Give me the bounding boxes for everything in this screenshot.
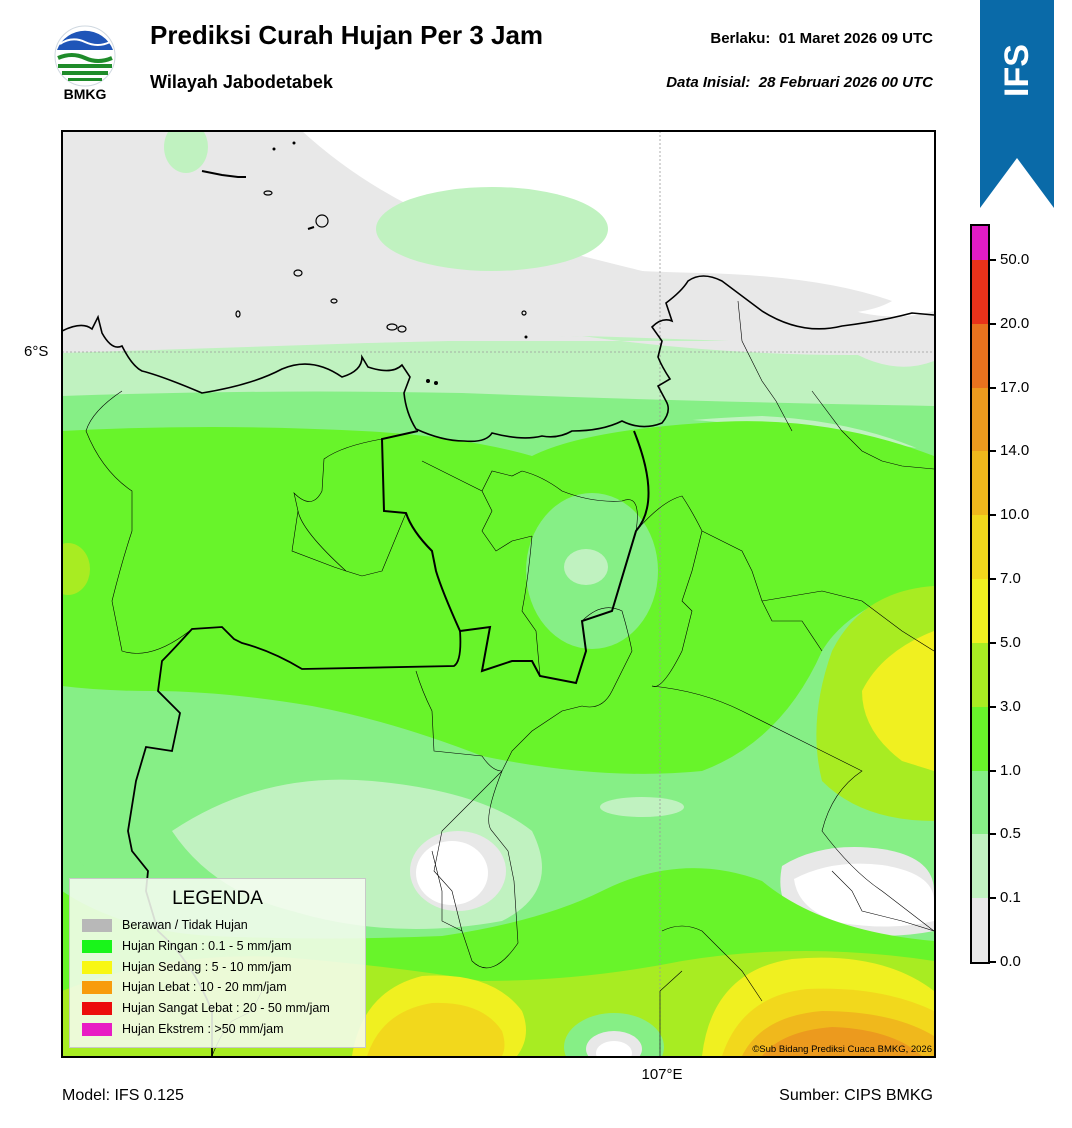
- light-rain-main: [62, 421, 934, 774]
- colorbar-tick: [990, 961, 996, 963]
- colorbar-tick-label: 0.1: [1000, 889, 1021, 907]
- colorbar-tick-label: 14.0: [1000, 442, 1030, 460]
- legend-swatch: [82, 918, 112, 932]
- colorbar-tick: [990, 833, 996, 836]
- colorbar-tick-label: 17.0: [1000, 378, 1030, 396]
- copyright-text: ©Sub Bidang Prediksi Cuaca BMKG, 2026: [752, 1044, 932, 1055]
- colorbar-tick: [990, 705, 996, 708]
- logo-text: BMKG: [63, 86, 107, 102]
- colorbar-tick-label: 20.0: [1000, 314, 1030, 332]
- valid-time-value: 01 Maret 2026 09 UTC: [778, 30, 933, 47]
- colorbar-segment: [972, 578, 988, 643]
- legend-label: Hujan Ekstrem : >50 mm/jam: [122, 1022, 284, 1036]
- legend-label: Hujan Ringan : 0.1 - 5 mm/jam: [122, 939, 292, 953]
- valid-time: Berlaku: 01 Maret 2026 09 UTC: [560, 30, 933, 47]
- colorbar-tick: [990, 322, 996, 325]
- model-label: Model: IFS 0.125: [62, 1087, 184, 1104]
- colorbar-segment: [972, 323, 988, 388]
- colorbar-segment: [972, 387, 988, 452]
- latitude-label: 6°S: [24, 343, 49, 360]
- legend-swatch: [82, 960, 112, 974]
- colorbar-tick: [990, 514, 996, 517]
- valid-label: Berlaku:: [710, 30, 771, 47]
- colorbar-segment: [972, 833, 988, 899]
- init-label: Data Inisial:: [666, 74, 751, 91]
- colorbar-tick-label: 0.5: [1000, 825, 1021, 843]
- page-subtitle: Wilayah Jabodetabek: [150, 72, 333, 92]
- colorbar-tick-label: 0.0: [1000, 953, 1021, 970]
- legend-title: LEGENDA: [172, 888, 263, 909]
- colorbar-segment: [972, 450, 988, 516]
- legend-label: Hujan Lebat : 10 - 20 mm/jam: [122, 980, 287, 994]
- colorbar-segment: [972, 897, 988, 962]
- colorbar-tick: [990, 450, 996, 453]
- colorbar-tick: [990, 897, 996, 900]
- colorbar-segment: [972, 225, 988, 260]
- colorbar-segment: [972, 706, 988, 771]
- legend-swatch: [82, 980, 112, 994]
- ifs-badge: IFS: [980, 30, 1054, 110]
- colorbar: [970, 224, 990, 964]
- page-title: Prediksi Curah Hujan Per 3 Jam: [150, 20, 544, 50]
- colorbar-segment: [972, 642, 988, 707]
- colorbar-tick-label: 1.0: [1000, 761, 1021, 779]
- light-rain-sea: [376, 187, 608, 271]
- legend-label: Hujan Sedang : 5 - 10 mm/jam: [122, 960, 292, 974]
- legend-item: Berawan / Tidak Hujan: [82, 917, 248, 933]
- colorbar-tick: [990, 641, 996, 644]
- legend-item: Hujan Ringan : 0.1 - 5 mm/jam: [82, 938, 292, 954]
- colorbar-tick-label: 3.0: [1000, 697, 1021, 715]
- colorbar-tick-label: 7.0: [1000, 570, 1021, 588]
- bmkg-logo: [54, 25, 116, 87]
- legend-box: LEGENDA Berawan / Tidak Hujan Hujan Ring…: [69, 878, 366, 1048]
- source-label: Sumber: CIPS BMKG: [779, 1087, 933, 1104]
- regency-boundaries: [85, 300, 934, 1056]
- colorbar-tick: [990, 386, 996, 389]
- colorbar-segment: [972, 514, 988, 580]
- init-time-value: 28 Februari 2026 00 UTC: [758, 74, 933, 91]
- ifs-ribbon: [980, 0, 1054, 208]
- colorbar-segment: [972, 259, 988, 324]
- legend-swatch: [82, 1001, 112, 1015]
- colorbar-tick-label: 10.0: [1000, 506, 1030, 524]
- coastline: [62, 275, 934, 443]
- colorbar-tick: [990, 578, 996, 581]
- legend-item: Hujan Sedang : 5 - 10 mm/jam: [82, 959, 292, 975]
- legend-label: Hujan Sangat Lebat : 20 - 50 mm/jam: [122, 1001, 330, 1015]
- colorbar-tick-label: 5.0: [1000, 633, 1021, 651]
- legend-item: Hujan Lebat : 10 - 20 mm/jam: [82, 979, 287, 995]
- longitude-label: 107°E: [641, 1066, 683, 1083]
- legend-swatch: [82, 939, 112, 953]
- colorbar-tick: [990, 769, 996, 772]
- legend-item: Hujan Ekstrem : >50 mm/jam: [82, 1021, 284, 1037]
- init-time: Data Inisial: 28 Februari 2026 00 UTC: [520, 74, 933, 91]
- province-boundary: [380, 430, 650, 685]
- colorbar-segment: [972, 770, 988, 835]
- colorbar-tick: [990, 259, 996, 261]
- colorbar-tick-label: 50.0: [1000, 251, 1030, 268]
- legend-swatch: [82, 1022, 112, 1036]
- ifs-badge-text: IFS: [997, 43, 1036, 97]
- legend-item: Hujan Sangat Lebat : 20 - 50 mm/jam: [82, 1000, 330, 1016]
- legend-label: Berawan / Tidak Hujan: [122, 918, 248, 932]
